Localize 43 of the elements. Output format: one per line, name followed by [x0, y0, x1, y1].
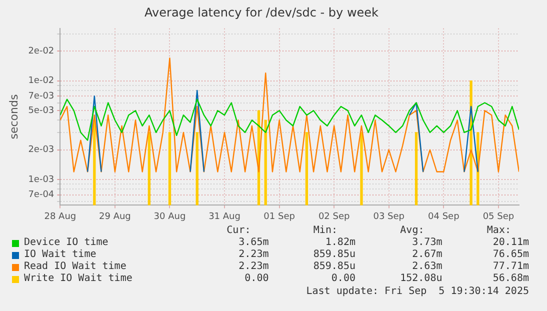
text: 2.67m — [411, 249, 442, 261]
text: 3.65m — [238, 237, 269, 249]
y-tick-label: 2e-03 — [28, 145, 54, 156]
x-tick-label: 03 Sep — [373, 212, 405, 222]
text: 152.08u — [399, 273, 442, 285]
x-tick-label: 02 Sep — [318, 212, 350, 222]
text: 2.23m — [238, 261, 269, 273]
text: Avg: — [399, 225, 426, 237]
chart-title: Average latency for /dev/sdc - by week — [144, 5, 379, 20]
x-tick-label: 01 Sep — [264, 212, 296, 222]
y-tick-label: 5e-03 — [28, 106, 54, 116]
legend-label: Read IO Wait time — [24, 261, 126, 273]
x-tick-label: 04 Sep — [428, 212, 460, 222]
text: Cur: — [226, 225, 252, 237]
text: 77.71m — [492, 261, 529, 273]
text: 1.82m — [324, 237, 356, 249]
y-axis-title: seconds — [7, 94, 20, 140]
text: Max: — [486, 225, 512, 237]
y-tick-label: 2e-02 — [28, 46, 54, 56]
text: Last update: Fri Sep 5 19:30:14 2025 — [305, 285, 529, 298]
x-tick-label: 31 Aug — [208, 212, 240, 222]
text: 56.68m — [492, 273, 529, 285]
legend-label: IO Wait time — [24, 249, 96, 261]
x-tick-label: 29 Aug — [99, 212, 131, 222]
text: 76.65m — [492, 249, 529, 261]
y-tick-label: 1e-02 — [28, 76, 54, 86]
x-tick-label: 05 Sep — [482, 212, 514, 222]
y-tick-label: 7e-03 — [28, 91, 54, 102]
text: 859.85u — [312, 261, 356, 273]
text: Min: — [312, 225, 338, 237]
x-tick-label: 30 Aug — [154, 212, 186, 222]
text: 3.73m — [411, 237, 442, 249]
text: 0.00 — [330, 273, 356, 285]
text: 2.23m — [238, 249, 269, 261]
text: 859.85u — [312, 249, 356, 261]
legend-label: Write IO Wait time — [24, 273, 132, 285]
y-tick-label: 7e-04 — [28, 190, 54, 200]
text: 0.00 — [244, 273, 269, 285]
text: 2.63m — [411, 261, 442, 273]
legend-label: Device IO time — [24, 237, 108, 249]
x-tick-label: 28 Aug — [44, 212, 76, 222]
y-tick-label: 1e-03 — [28, 174, 54, 185]
text: 20.11m — [492, 237, 529, 249]
